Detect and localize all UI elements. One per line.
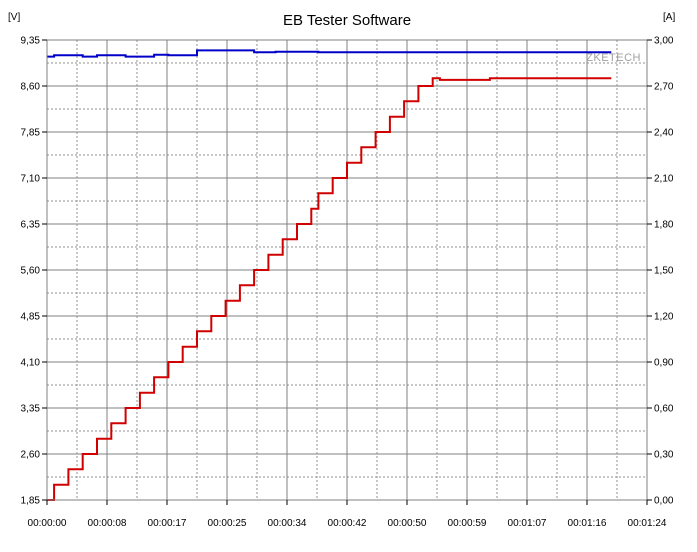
x-tick-label: 00:00:34: [268, 518, 307, 529]
right-tick-label: 0,30: [654, 450, 674, 461]
x-tick-label: 00:01:16: [568, 518, 607, 529]
left-tick-label: 1,85: [21, 496, 41, 507]
chart-title: EB Tester Software: [283, 12, 411, 29]
x-tick-label: 00:00:25: [208, 518, 247, 529]
x-tick-label: 00:00:42: [328, 518, 367, 529]
x-tick-label: 00:01:24: [628, 518, 667, 529]
x-tick-label: 00:00:08: [88, 518, 127, 529]
series-layer: [47, 49, 612, 501]
right-tick-label: 0,90: [654, 358, 674, 369]
left-axis-unit: [V]: [8, 12, 20, 23]
x-tick-label: 00:00:00: [28, 518, 67, 529]
left-tick-label: 3,35: [21, 404, 41, 415]
left-tick-label: 6,35: [21, 220, 41, 231]
current-series-line: [47, 77, 612, 501]
x-tick-label: 00:00:17: [148, 518, 187, 529]
right-tick-label: 2,10: [654, 174, 674, 185]
left-tick-label: 7,10: [21, 174, 41, 185]
right-tick-label: 1,50: [654, 266, 674, 277]
watermark-text: ZKETECH: [586, 52, 641, 64]
left-tick-label: 9,35: [21, 36, 41, 47]
left-tick-label: 8,60: [21, 82, 41, 93]
right-tick-label: 2,70: [654, 82, 674, 93]
left-tick-label: 5,60: [21, 266, 41, 277]
right-tick-label: 0,60: [654, 404, 674, 415]
voltage-series-line: [47, 49, 612, 58]
x-tick-label: 00:00:50: [388, 518, 427, 529]
x-tick-label: 00:01:07: [508, 518, 547, 529]
left-tick-label: 4,85: [21, 312, 41, 323]
axis-layer: [42, 39, 652, 505]
right-axis-unit: [A]: [663, 12, 675, 23]
left-tick-label: 2,60: [21, 450, 41, 461]
left-tick-label: 4,10: [21, 358, 41, 369]
label-layer: 1,85 2,60 3,35 4,10 4,85 5,60 6,35 7,10 7,85 8,60…: [8, 12, 675, 529]
right-tick-label: 0,00: [654, 496, 674, 507]
left-tick-label: 7,85: [21, 128, 41, 139]
right-tick-label: 1,20: [654, 312, 674, 323]
right-tick-label: 2,40: [654, 128, 674, 139]
grid-layer: [47, 40, 647, 500]
right-tick-label: 1,80: [654, 220, 674, 231]
x-tick-label: 00:00:59: [448, 518, 487, 529]
right-tick-label: 3,00: [654, 36, 674, 47]
